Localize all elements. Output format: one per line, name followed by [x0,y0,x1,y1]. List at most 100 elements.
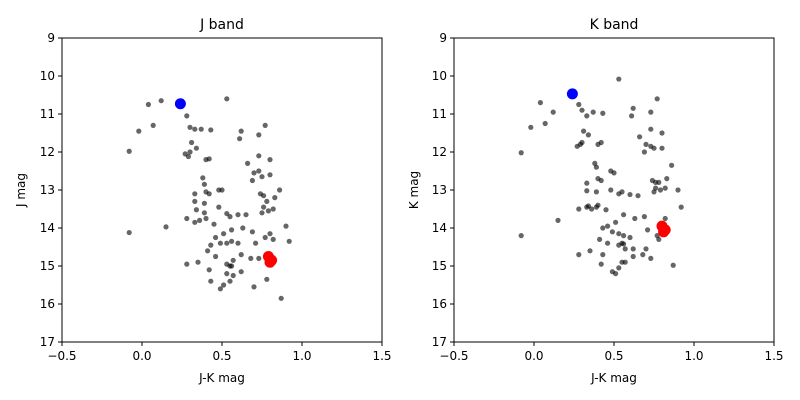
k-band-series-0-point-9 [584,113,590,119]
k-band-y-tick-label-8: 17 [432,335,447,349]
j-band-series-0-point-55 [265,208,271,214]
k-band-series-0-point-2 [528,124,534,130]
j-band-series-0-point-28 [256,168,262,174]
j-band-series-2-point-2 [264,256,276,268]
k-band-series-0-point-79 [576,252,582,258]
k-band-series-0-point-36 [584,180,590,186]
k-band-x-tick-label-1: 0.0 [524,349,543,363]
j-band-series-0-point-8 [187,124,193,130]
k-band-series-0-point-6 [555,217,561,223]
k-band-y-axis-label: K mag [407,171,421,209]
j-band-series-0-point-41 [216,204,222,210]
j-band-y-tick-label-2: 11 [40,107,55,121]
j-band-y-tick-label-6: 15 [40,259,55,273]
j-band-series-0-point-95 [221,282,227,288]
k-band-series-0-point-56 [576,206,582,212]
j-band-series-0-point-58 [197,217,203,223]
k-band-y-tick-label-0: 9 [439,31,447,45]
j-band-series-0-point-6 [163,224,169,230]
j-band-series-0-point-92 [238,269,244,275]
k-band-series-0-point-76 [675,187,681,193]
k-band-series-0-point-70 [621,233,627,239]
k-band-series-0-point-22 [648,109,654,115]
j-band-series-0-point-62 [229,227,235,233]
j-band-series-0-point-43 [201,210,207,216]
k-band-series-0-point-87 [640,252,646,258]
k-band-series-0-point-11 [600,110,606,116]
j-band-series-0-point-15 [185,153,191,160]
k-band-y-tick-label-6: 15 [432,259,447,273]
j-band-series-0-point-61 [243,212,249,218]
j-band-series-0-point-77 [286,238,292,244]
j-band-series-0-point-68 [217,240,223,246]
k-band-x-tick-label-4: 1.5 [764,349,783,363]
j-band-data-points [126,96,292,301]
j-band-x-tick-label-4: 1.5 [372,349,391,363]
j-band-series-0-point-87 [248,255,254,261]
j-band-series-0-point-48 [261,193,267,199]
j-band-series-0-point-93 [208,278,214,284]
k-band-y-tick-label-4: 13 [432,183,447,197]
j-band-x-tick-label-0: −0.5 [47,349,76,363]
j-band-series-0-point-65 [221,231,227,237]
k-band-series-0-point-33 [593,164,600,170]
j-band-x-ticks: −0.5 0.0 0.5 1.0 1.5 [47,342,392,363]
j-band-series-0-point-52 [261,204,267,210]
k-band-series-0-point-3 [542,120,548,127]
k-band-series-0-point-0 [537,100,544,106]
j-band-series-0-point-3 [150,122,156,128]
j-band-x-tick-label-1: 0.0 [132,349,151,363]
j-band-series-0-point-30 [267,172,273,178]
k-band-y-tick-label-5: 14 [432,221,447,235]
k-band-series-0-point-16 [579,139,585,146]
j-band-series-0-point-20 [238,128,244,134]
j-band-series-0-point-45 [227,214,233,220]
j-band-series-0-point-80 [205,248,211,254]
j-band-series-0-point-76 [283,223,289,229]
k-band-series-0-point-97 [643,246,649,252]
j-band-series-0-point-90 [224,271,230,277]
k-band-y-tick-label-1: 10 [432,69,447,83]
j-band-series-0-point-67 [208,242,214,248]
j-band-series-0-point-75 [270,236,276,242]
k-band-series-0-point-71 [627,234,633,241]
j-band-y-ticks: 9 10 11 12 13 14 15 16 17 [40,31,62,349]
j-band-series-0-point-27 [251,170,257,176]
k-band-plot-area [453,37,775,343]
j-band-series-0-point-49 [264,198,270,204]
j-band-series-0-point-1 [158,98,164,104]
j-band-series-0-point-53 [270,206,276,212]
k-band-series-0-point-93 [600,252,606,258]
j-band-series-0-point-10 [198,126,204,132]
k-band-series-0-point-89 [598,261,604,267]
k-band-series-0-point-19 [616,76,622,82]
k-band-series-0-point-98 [656,236,662,242]
j-band-y-axis-label: J mag [14,173,28,208]
j-band-series-0-point-91 [230,272,236,279]
j-band-series-0-point-86 [238,252,244,258]
k-band-series-0-point-68 [609,229,616,235]
j-band-y-tick-label-7: 16 [40,297,55,311]
k-band-series-0-point-21 [629,113,635,119]
j-band-series-0-point-56 [184,215,190,222]
k-band-y-tick-label-3: 12 [432,145,447,159]
j-band-series-0-point-69 [224,240,230,246]
k-band-x-tick-label-2: 0.5 [604,349,623,363]
j-band-series-0-point-33 [201,181,207,187]
k-band-series-0-point-45 [619,189,625,195]
k-band-x-ticks: −0.5 0.0 0.5 1.0 1.5 [439,342,784,363]
j-band-series-0-point-63 [240,225,246,231]
k-band-series-0-point-39 [584,188,590,194]
k-band-series-0-point-62 [621,212,627,218]
k-band-series-0-point-66 [605,223,611,229]
k-band-series-0-point-81 [605,240,611,246]
k-band-series-0-point-95 [613,271,619,277]
j-band-series-0-point-71 [235,240,241,246]
k-band-series-0-point-38 [598,177,604,184]
k-band-series-0-point-13 [585,132,592,138]
j-band-series-0-point-23 [262,122,268,128]
k-band-title: K band [590,17,639,33]
k-band-x-tick-label-3: 1.0 [684,349,703,363]
k-band-series-0-point-99 [670,262,676,268]
